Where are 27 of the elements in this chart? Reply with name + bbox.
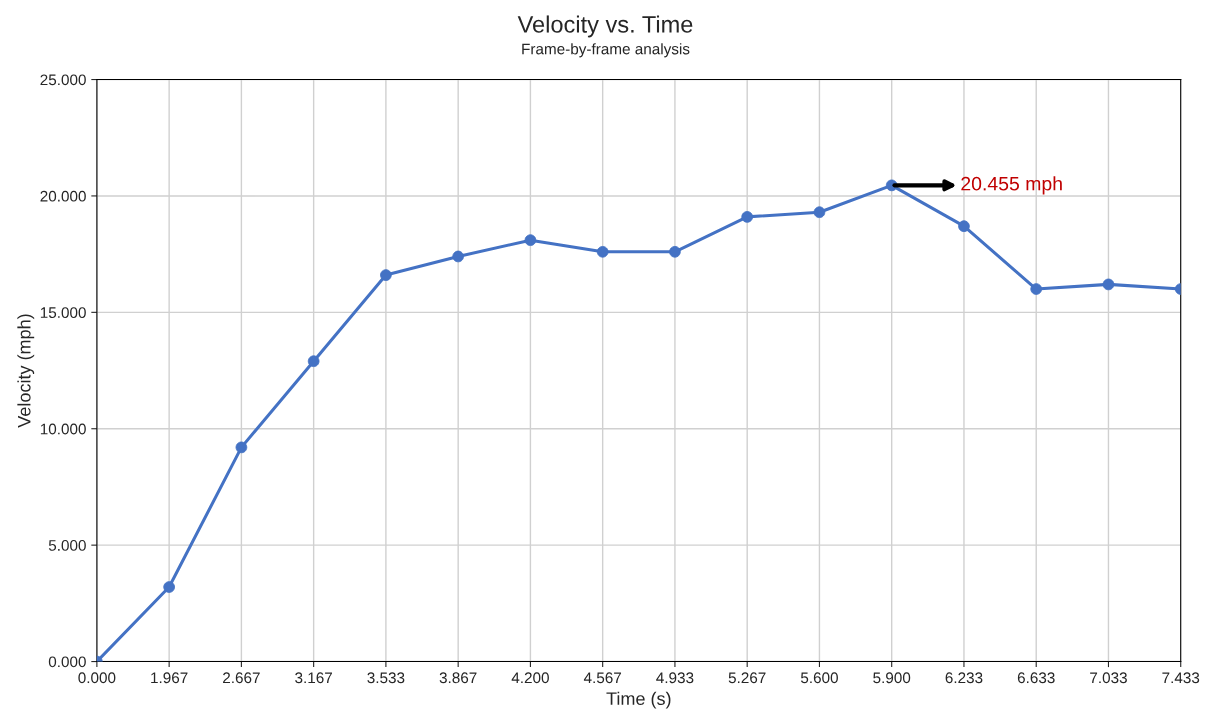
chart-subtitle: Frame-by-frame analysis [522,43,690,58]
y-tick-label: 0.000 [48,656,86,668]
x-tick-label: 6.233 [945,672,983,684]
x-tick-label: 4.567 [583,672,622,684]
x-tick-label: 5.267 [728,672,766,684]
x-tick-label: 7.433 [1162,672,1200,684]
y-tick-label: 20.000 [40,190,86,202]
x-tick-label: 6.633 [1017,672,1055,684]
x-tick-label: 5.600 [800,672,838,684]
x-axis-title: Time (s) [606,691,671,709]
y-tick-label: 15.000 [40,307,86,319]
x-tick-label: 1.967 [151,672,188,684]
chart-title: Velocity vs. Time [517,15,693,38]
x-tick-label: 7.033 [1090,672,1127,684]
x-tick-label: 3.867 [439,672,477,684]
y-axis-title: Velocity (mph) [17,314,35,428]
y-tick-label: 5.000 [48,540,86,551]
y-tick-label: 25.000 [40,74,86,86]
x-tick-label: 2.667 [223,672,260,684]
x-tick-label: 4.200 [511,672,549,684]
x-tick-label: 4.933 [656,672,694,684]
x-tick-label: 3.533 [367,672,405,684]
annotation: 20.455 mph [961,176,1062,195]
x-tick-label: 0.000 [78,672,116,684]
x-tick-label: 3.167 [295,672,332,684]
y-tick-label: 10.000 [40,423,86,435]
x-tick-label: 5.900 [873,672,911,684]
